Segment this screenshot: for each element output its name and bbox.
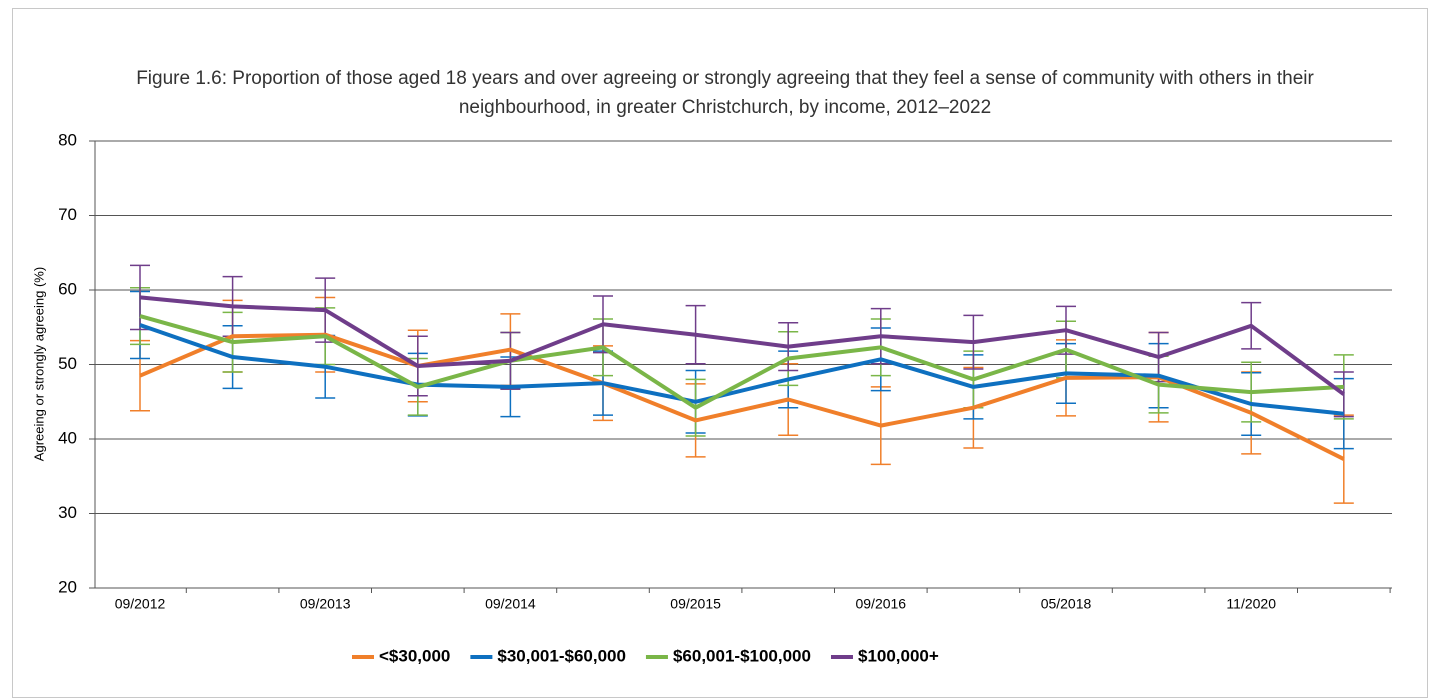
legend-label: <$30,000: [379, 646, 450, 665]
x-tick-label: 09/2012: [115, 596, 166, 612]
y-tick-label: 20: [58, 577, 77, 596]
x-tick-label: 09/2016: [855, 596, 906, 612]
x-tick-label: 05/2018: [1041, 596, 1092, 612]
legend-label: $30,001-$60,000: [497, 646, 626, 665]
y-axis-label: Agreeing or strongly agreeing (%): [31, 267, 46, 461]
series-line: [139, 295, 1345, 396]
y-tick-label: 60: [58, 279, 77, 298]
y-tick-label: 70: [58, 205, 77, 224]
x-tick-label: 09/2013: [300, 596, 351, 612]
y-tick-label: 40: [58, 428, 77, 447]
chart-title: Figure 1.6: Proportion of those aged 18 …: [136, 68, 1314, 118]
legend-label: $100,000+: [858, 646, 939, 665]
y-tick-label: 30: [58, 503, 77, 522]
series-line: [139, 323, 1345, 416]
legend-label: $60,001-$100,000: [673, 646, 811, 665]
y-tick-label: 80: [58, 130, 77, 149]
x-tick-label: 09/2015: [670, 596, 721, 612]
y-tick-label: 50: [58, 354, 77, 373]
series-line: [139, 314, 1344, 410]
x-tick-label: 11/2020: [1226, 596, 1276, 612]
x-tick-label: 09/2014: [485, 596, 536, 612]
